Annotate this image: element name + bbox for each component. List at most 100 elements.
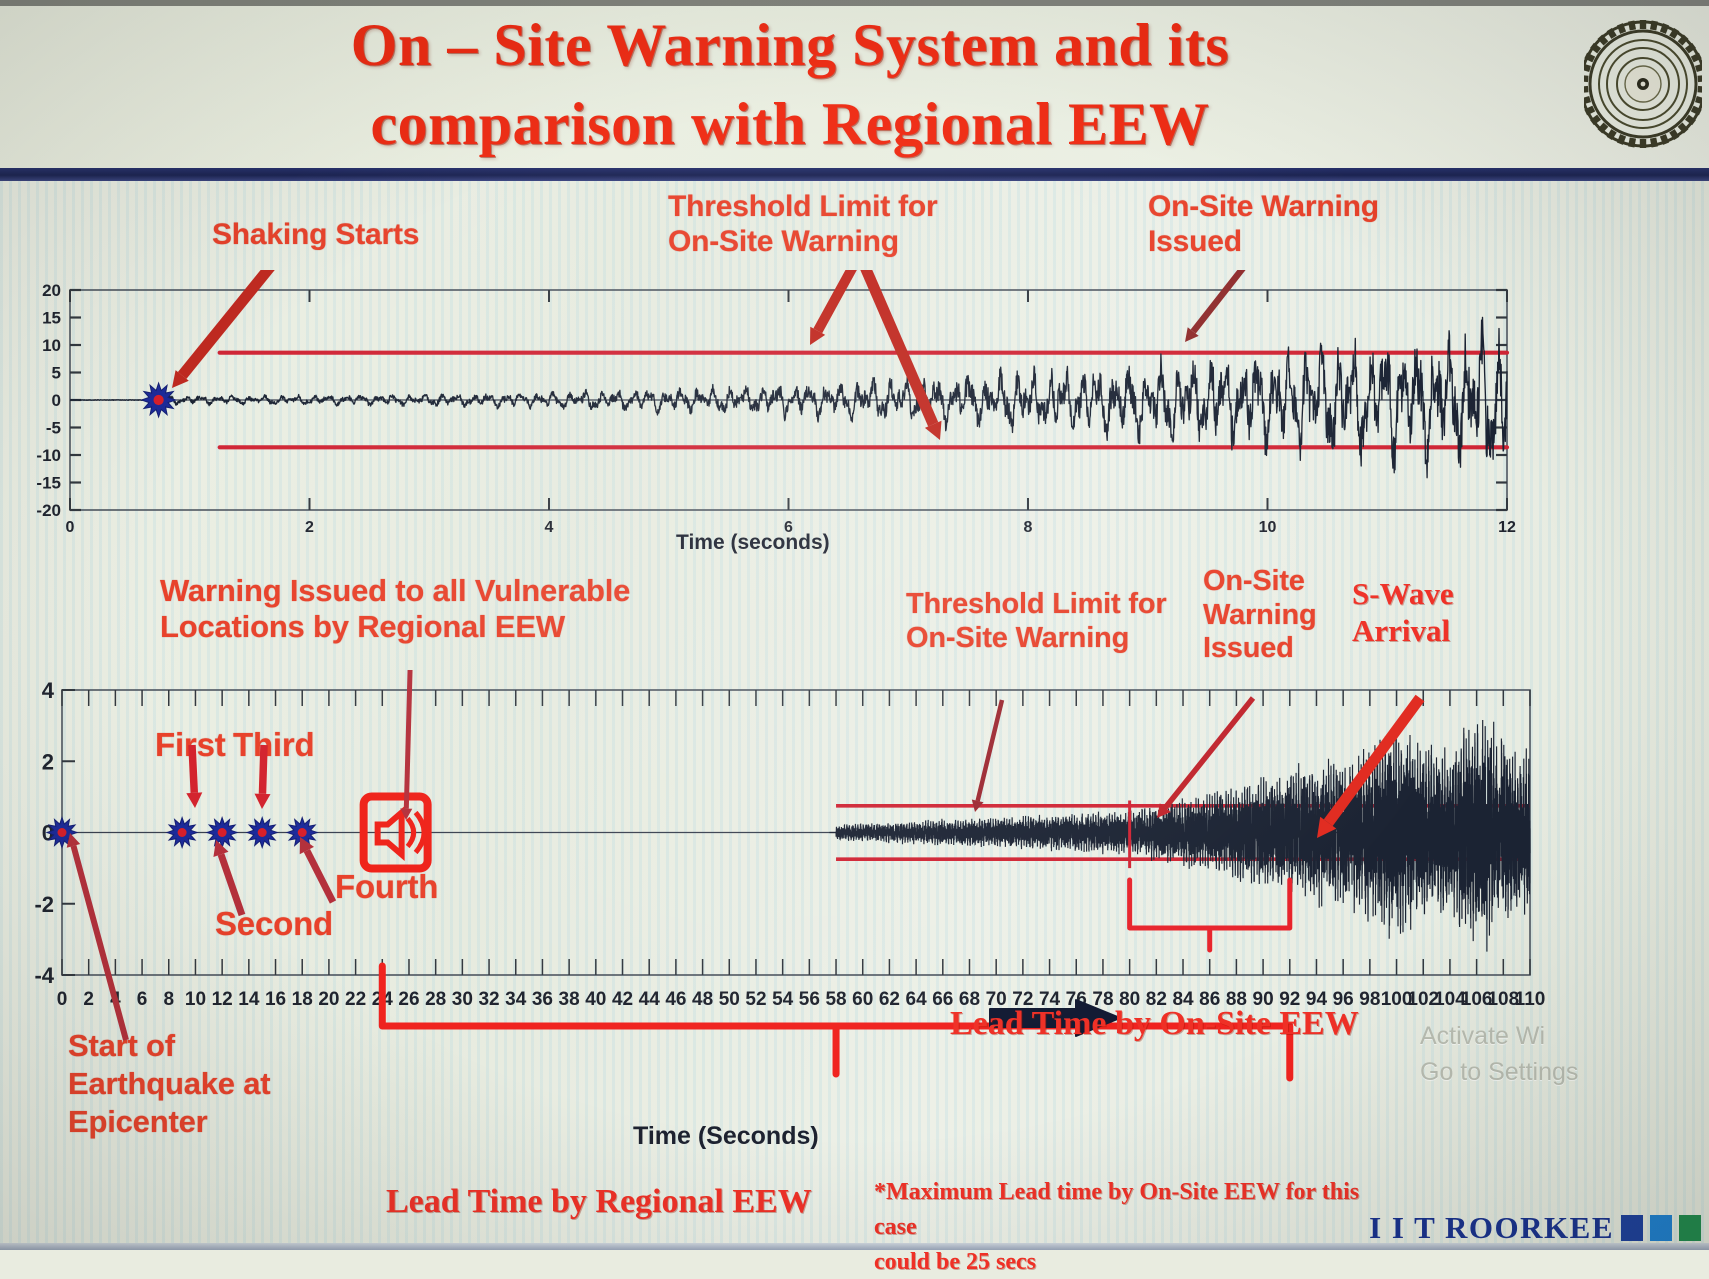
svg-text:4: 4 [545,519,554,536]
callout-regional-line2: Locations by Regional EEW [160,608,565,644]
callout-top-warning-line2: Issued [1148,224,1242,258]
svg-text:2: 2 [83,989,94,1010]
svg-text:5: 5 [52,364,61,383]
svg-text:38: 38 [559,989,580,1010]
callout-start-line3: Epicenter [68,1103,208,1139]
top-accelerogram-chart: 20 15 10 5 0 -5 -10 -15 -20 0 2 4 6 8 10 12 [0,270,1709,550]
callout-start-line2: Earthquake at [68,1065,271,1101]
svg-text:-10: -10 [36,446,61,465]
svg-text:48: 48 [692,989,713,1010]
svg-text:52: 52 [745,989,766,1010]
svg-text:40: 40 [585,989,606,1010]
watermark-line1: Activate Wi [1420,1022,1546,1050]
svg-text:82: 82 [1146,989,1167,1010]
svg-text:16: 16 [265,989,286,1010]
svg-text:68: 68 [959,989,980,1010]
svg-text:12: 12 [1498,519,1516,536]
svg-text:28: 28 [425,989,446,1010]
callout-second: Second [215,905,333,942]
svg-text:10: 10 [1259,519,1277,536]
svg-text:102: 102 [1407,989,1439,1010]
brand-square-1 [1621,1215,1643,1241]
svg-text:8: 8 [163,989,174,1010]
svg-text:20: 20 [42,281,61,300]
svg-text:106: 106 [1461,989,1493,1010]
svg-text:6: 6 [784,519,793,536]
callout-bottom-threshold-line2: On-Site Warning [906,621,1130,654]
svg-text:18: 18 [292,989,313,1010]
svg-text:86: 86 [1199,989,1220,1010]
svg-text:64: 64 [906,989,928,1010]
svg-text:54: 54 [772,989,794,1010]
callout-swave-line2: Arrival [1352,613,1451,649]
svg-text:88: 88 [1226,989,1247,1010]
svg-text:2: 2 [305,519,314,536]
callout-bottom-onsite-line2: Warning [1203,598,1317,631]
svg-text:70: 70 [986,989,1007,1010]
callout-fourth: Fourth [335,868,439,905]
svg-text:32: 32 [478,989,499,1010]
svg-text:-20: -20 [36,501,61,520]
svg-text:78: 78 [1092,989,1113,1010]
slide-bottom-bar [0,1243,1709,1250]
callout-bottom-onsite-line3: Issued [1203,632,1294,665]
svg-text:84: 84 [1172,989,1194,1010]
svg-text:80: 80 [1119,989,1140,1010]
svg-text:-15: -15 [36,474,61,493]
callout-bottom-threshold-line1: Threshold Limit for [906,588,1167,620]
iit-roorkee-brandmark: I I T ROORKEE [1369,1210,1701,1246]
lead-time-brackets [0,860,1709,1250]
svg-text:36: 36 [532,989,553,1010]
svg-text:90: 90 [1253,989,1274,1010]
callout-top-threshold-line1: Threshold Limit for [668,190,938,223]
svg-text:10: 10 [185,989,206,1010]
svg-text:98: 98 [1359,989,1380,1010]
svg-text:15: 15 [42,309,61,328]
callout-third: Third [233,726,315,763]
svg-text:110: 110 [1515,989,1546,1010]
svg-text:-5: -5 [46,419,61,438]
svg-text:60: 60 [852,989,873,1010]
page-title-line2: comparison with Regional EEW [370,91,1210,158]
label-lead-time-onsite: Lead Time by On-Site EEW [950,1005,1359,1042]
svg-text:92: 92 [1279,989,1300,1010]
svg-text:2: 2 [42,749,54,774]
svg-text:26: 26 [398,989,419,1010]
callout-shaking-starts: Shaking Starts [212,218,420,251]
svg-text:46: 46 [665,989,686,1010]
brand-text: I I T ROORKEE [1369,1210,1614,1245]
top-chart-xaxis-label: Time (seconds) [676,531,830,554]
svg-text:22: 22 [345,989,366,1010]
svg-text:58: 58 [825,989,846,1010]
svg-text:-4: -4 [34,963,54,988]
svg-text:72: 72 [1012,989,1033,1010]
svg-text:34: 34 [505,989,527,1010]
brand-square-3 [1679,1215,1701,1241]
svg-text:4: 4 [42,678,55,703]
svg-text:66: 66 [932,989,953,1010]
svg-text:8: 8 [1024,519,1033,536]
callout-regional-line1: Warning Issued to all Vulnerable [160,573,631,608]
callout-top-threshold-line2: On-Site Warning [668,224,899,258]
watermark-line2: Go to Settings [1420,1058,1579,1087]
svg-text:96: 96 [1333,989,1354,1010]
svg-text:14: 14 [238,989,260,1010]
svg-text:42: 42 [612,989,633,1010]
slide-header: On – Site Warning System and its compari… [0,0,1709,168]
page-title-line1: On – Site Warning System and its [350,12,1230,78]
svg-text:-2: -2 [34,892,54,917]
callout-top-warning-line1: On-Site Warning [1148,190,1379,223]
svg-text:100: 100 [1381,989,1413,1010]
svg-text:0: 0 [66,519,75,536]
header-divider [0,168,1709,181]
windows-activation-watermark: Activate Wi Go to Settings [1420,1018,1578,1091]
svg-text:30: 30 [452,989,473,1010]
callout-swave-line1: S-Wave [1352,576,1454,611]
bottom-accelerogram-chart: 420-2-4024681012141618202224262830323436… [0,670,1709,1090]
note-max-lead-time-line1: *Maximum Lead time by On-Site EEW for th… [874,1179,1360,1240]
svg-text:94: 94 [1306,989,1328,1010]
svg-text:44: 44 [639,989,661,1010]
svg-text:62: 62 [879,989,900,1010]
callout-bottom-onsite-line1: On-Site [1203,565,1305,597]
